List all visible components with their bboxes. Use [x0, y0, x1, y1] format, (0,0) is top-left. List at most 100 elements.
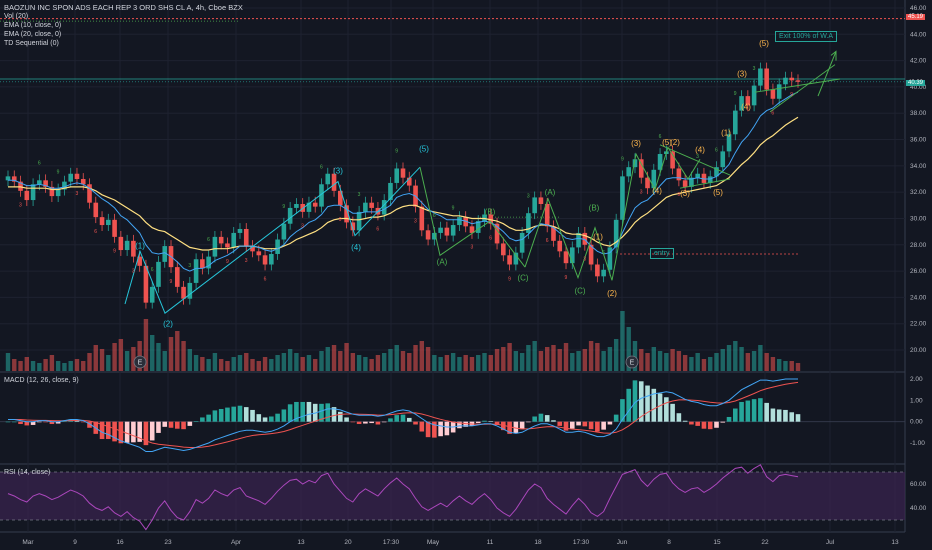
macd-tick: 0.00: [910, 419, 923, 426]
volume-bar: [187, 349, 193, 371]
td-count: 6: [771, 111, 774, 117]
legend-td-sequential[interactable]: TD Sequential (0): [4, 40, 59, 47]
macd-histogram-bar: [131, 421, 136, 443]
time-axis[interactable]: Mar 9 16 23 Apr 13 20 17:30 May 11 18 17:30 Jun 8 15 22…: [22, 539, 899, 546]
volume-bar: [494, 349, 500, 371]
entry-annotation[interactable]: entry: [650, 248, 674, 259]
volume-bar: [682, 355, 688, 371]
wave-label: (5): [419, 144, 429, 153]
volume-bar: [394, 345, 399, 371]
macd-histogram-bar: [776, 409, 782, 422]
td-count: 9: [170, 279, 173, 285]
macd-histogram-bar: [695, 421, 700, 426]
candle-body: [181, 286, 186, 299]
td-count: 6: [376, 226, 379, 232]
volume-bars: [5, 311, 801, 371]
wave-line-green: [611, 146, 701, 281]
candle-body: [739, 96, 744, 111]
macd-histogram-bar: [770, 408, 776, 422]
wave-line-green: [524, 197, 613, 281]
volume-bar: [438, 357, 443, 371]
time-tick: 16: [116, 539, 124, 546]
wave-label: (1): [135, 242, 145, 251]
candle-body: [620, 176, 625, 220]
volume-bar: [745, 353, 751, 371]
td-count: 6: [433, 213, 436, 219]
macd-histogram-bar: [262, 417, 268, 422]
volume-bar: [582, 349, 588, 371]
volume-bar: [739, 347, 744, 371]
volume-bar: [256, 361, 261, 371]
candle-body: [463, 217, 468, 227]
macd-histogram-bar: [576, 421, 581, 426]
volume-bar: [532, 341, 537, 371]
candle-body: [601, 269, 606, 277]
candle-body: [243, 228, 249, 247]
volume-bar: [513, 351, 519, 371]
candle-body: [62, 181, 67, 190]
legend-volume[interactable]: Vol (20): [4, 13, 29, 20]
legend-ema10[interactable]: EMA (10, close, 0): [4, 22, 62, 29]
volume-bar: [570, 353, 575, 371]
symbol-title[interactable]: BAOZUN INC SPON ADS EACH REP 3 ORD SHS C…: [4, 3, 243, 12]
volume-bar: [407, 353, 412, 371]
price-tick: 22.00: [910, 321, 927, 328]
td-count: 3: [583, 257, 586, 263]
volume-bar: [701, 359, 707, 371]
volume-bar: [87, 353, 92, 371]
candle-body: [269, 253, 274, 265]
macd-histogram-bar: [206, 414, 211, 422]
wave-label: (1): [721, 129, 731, 138]
candle-body: [588, 244, 594, 265]
td-count: 3: [245, 258, 248, 264]
candle-body: [676, 168, 682, 181]
macd-histogram-bar: [739, 401, 744, 422]
macd-histogram-bar: [638, 381, 644, 422]
macd-histogram-bar: [231, 406, 237, 422]
volume-bar: [375, 355, 381, 371]
macd-histogram-bar: [588, 421, 594, 430]
candle-body: [770, 89, 776, 99]
candle-body: [513, 252, 519, 265]
macd-histogram-bar: [751, 399, 757, 422]
td-count: 6: [151, 267, 154, 273]
td-count: 9: [113, 249, 116, 255]
candle-body: [751, 85, 757, 106]
candle-body: [707, 176, 713, 183]
volume-bar: [639, 349, 644, 371]
macd-histogram-bar: [306, 401, 312, 422]
macd-histogram-bar: [676, 413, 682, 422]
candle-body: [381, 200, 387, 215]
candle-body: [569, 247, 575, 264]
flag-upper: [754, 78, 841, 93]
volume-bar: [400, 351, 406, 371]
macd-legend[interactable]: MACD (12, 26, close, 9): [4, 377, 79, 384]
wave-labels: (1)(2)(3)(4)(5)(A)(B)(C)(A)(B)(C)(1)(2)(…: [135, 39, 769, 328]
candle-body: [526, 213, 531, 233]
price-axis[interactable]: 46.00 44.00 42.00 40.00 38.00 36.00 34.00 32.00…: [910, 5, 927, 512]
candle-body: [294, 203, 299, 208]
volume-bar: [287, 349, 293, 371]
exit-annotation[interactable]: Exit 100% of W.A: [775, 31, 838, 42]
volume-bar: [545, 347, 550, 371]
legend-ema20[interactable]: EMA (20, close, 0): [4, 31, 62, 38]
macd-signal-line: [8, 381, 799, 448]
macd-histogram-bar: [626, 388, 632, 422]
macd-histogram-bar: [225, 407, 230, 422]
volume-bar: [124, 351, 130, 371]
macd-histogram-bar: [187, 421, 193, 426]
volume-bar: [281, 353, 287, 371]
candle-body: [80, 179, 86, 185]
macd-histogram-bar: [174, 421, 180, 429]
volume-bar: [758, 345, 763, 371]
volume-bar: [432, 355, 437, 371]
volume-bar: [331, 345, 337, 371]
candle-body: [469, 226, 475, 233]
rsi-legend[interactable]: RSI (14, close): [4, 469, 51, 476]
elliott-wave-drawings[interactable]: [124, 50, 841, 314]
volume-bar: [43, 359, 48, 371]
candle-body: [325, 173, 331, 185]
macd-histogram-bar: [112, 421, 117, 442]
